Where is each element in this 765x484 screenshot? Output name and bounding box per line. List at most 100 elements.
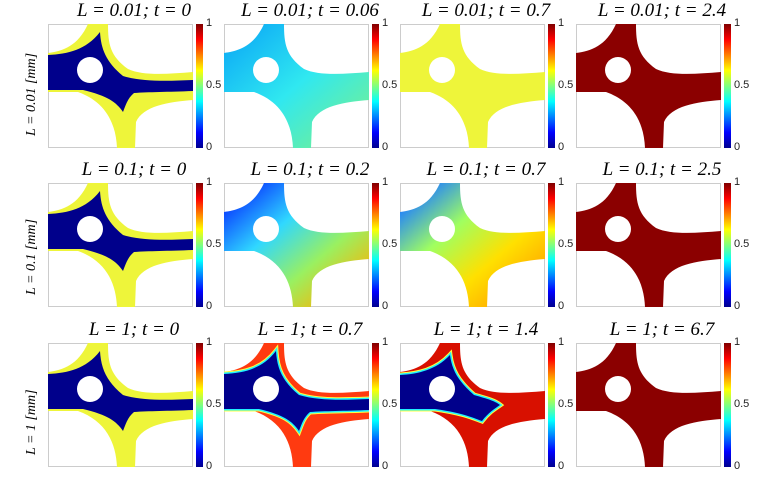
heatmap-panel <box>576 183 721 307</box>
colorbar-tick-label: 1 <box>558 176 565 188</box>
hole <box>77 376 103 402</box>
colorbar-tick-label: 0.5 <box>558 398 574 410</box>
colorbar-tick-label: 0.5 <box>734 79 750 91</box>
domain-region <box>576 183 721 307</box>
heatmap-svg <box>576 183 721 307</box>
heatmap-svg <box>224 24 369 148</box>
panel-title: L = 0.1; t = 2.5 <box>602 159 722 180</box>
colorbar-tick-label: 0.5 <box>734 398 750 410</box>
heatmap-panel <box>576 24 721 148</box>
panel-title: L = 0.01; t = 0.06 <box>241 0 379 21</box>
colorbar-tick-label: 0 <box>558 300 565 312</box>
colorbar-tick-label: 1 <box>734 176 741 188</box>
colorbar <box>372 183 379 307</box>
heatmap-svg <box>576 343 721 467</box>
domain-region <box>576 24 721 148</box>
panel-title: L = 0.01; t = 0.7 <box>421 0 551 21</box>
colorbar <box>372 24 379 148</box>
row-label: L = 1 [mm] <box>24 389 39 455</box>
colorbar <box>372 343 379 467</box>
row-label: L = 0.1 [mm] <box>24 218 39 295</box>
colorbar <box>548 24 555 148</box>
colorbar-tick-label: 0.5 <box>206 238 222 250</box>
colorbar-tick-label: 0 <box>206 300 213 312</box>
colorbar <box>548 343 555 467</box>
colorbar-tick-label: 0.5 <box>558 238 574 250</box>
hole <box>253 57 279 83</box>
colorbar-tick-label: 1 <box>558 17 565 29</box>
heatmap-panel <box>48 24 193 148</box>
inner-phase-region <box>224 351 369 431</box>
panel-title: L = 1; t = 6.7 <box>609 319 715 340</box>
colorbar-tick-label: 1 <box>734 17 741 29</box>
colorbar-tick-label: 1 <box>382 176 389 188</box>
inner-phase-region <box>48 351 193 431</box>
colorbar-tick-label: 0 <box>382 141 389 153</box>
colorbar-tick-label: 1 <box>558 336 565 348</box>
heatmap-svg <box>48 183 193 307</box>
heatmap-svg <box>400 343 545 467</box>
colorbar-tick-label: 0.5 <box>734 238 750 250</box>
colorbar-tick-label: 0.5 <box>558 79 574 91</box>
colorbar-tick-label: 0.5 <box>206 79 222 91</box>
heatmap-svg <box>48 24 193 148</box>
panel-title: L = 1; t = 1.4 <box>433 319 539 340</box>
panel-title: L = 0.1; t = 0.2 <box>250 159 370 180</box>
hole <box>605 376 631 402</box>
panel-title: L = 1; t = 0.7 <box>257 319 363 340</box>
hole <box>605 57 631 83</box>
colorbar <box>724 183 731 307</box>
hole <box>605 216 631 242</box>
heatmap-svg <box>400 24 545 148</box>
colorbar-tick-label: 1 <box>206 17 213 29</box>
colorbar-tick-label: 0 <box>382 300 389 312</box>
colorbar <box>724 343 731 467</box>
colorbar-tick-label: 0 <box>734 141 741 153</box>
colorbar-tick-label: 0.5 <box>382 79 398 91</box>
panel-title: L = 0.01; t = 0 <box>77 0 191 21</box>
heatmap-svg <box>576 24 721 148</box>
heatmap-panel <box>400 183 545 307</box>
colorbar-tick-label: 0 <box>206 460 213 472</box>
panel-title: L = 0.1; t = 0 <box>81 159 187 180</box>
colorbar <box>196 183 203 307</box>
heatmap-svg <box>224 183 369 307</box>
heatmap-panel <box>224 343 369 467</box>
colorbar <box>724 24 731 148</box>
hole <box>429 57 455 83</box>
heatmap-panel <box>224 24 369 148</box>
colorbar-tick-label: 1 <box>382 336 389 348</box>
heatmap-panel <box>224 183 369 307</box>
heatmap-panel <box>400 343 545 467</box>
domain-region <box>576 343 721 467</box>
hole <box>77 216 103 242</box>
panel-title: L = 1; t = 0 <box>88 319 180 340</box>
colorbar-tick-label: 0 <box>382 460 389 472</box>
panel-title: L = 0.1; t = 0.7 <box>426 159 546 180</box>
domain-region <box>224 183 369 307</box>
colorbar-tick-label: 0.5 <box>382 238 398 250</box>
hole <box>253 216 279 242</box>
colorbar-tick-label: 0 <box>734 300 741 312</box>
heatmap-panel <box>400 24 545 148</box>
colorbar-tick-label: 1 <box>382 17 389 29</box>
row-label: L = 0.01 [mm] <box>24 52 39 136</box>
domain-region <box>400 183 545 307</box>
colorbar <box>548 183 555 307</box>
colorbar <box>196 343 203 467</box>
colorbar-tick-label: 0.5 <box>206 398 222 410</box>
panel-title: L = 0.01; t = 2.4 <box>597 0 727 21</box>
colorbar-tick-label: 0 <box>206 141 213 153</box>
hole <box>429 216 455 242</box>
domain-region <box>400 24 545 148</box>
colorbar <box>196 24 203 148</box>
heatmap-svg <box>224 343 369 467</box>
heatmap-panel <box>48 183 193 307</box>
heatmap-svg <box>400 183 545 307</box>
colorbar-tick-label: 0 <box>734 460 741 472</box>
colorbar-tick-label: 0 <box>558 141 565 153</box>
hole <box>429 376 455 402</box>
colorbar-tick-label: 0 <box>558 460 565 472</box>
inner-phase-region <box>48 32 193 112</box>
domain-region <box>224 24 369 148</box>
